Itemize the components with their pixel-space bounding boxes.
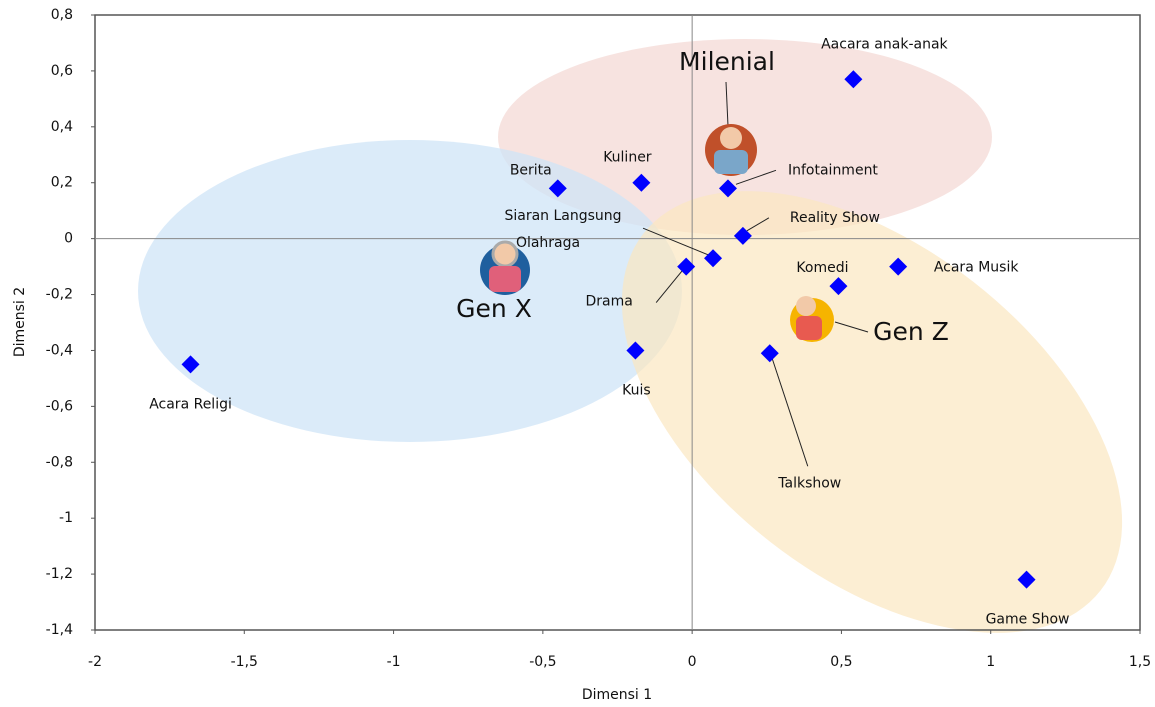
point-label: Talkshow [777, 475, 841, 491]
plot-frame [94, 14, 1141, 631]
leader [771, 357, 809, 467]
x-axis-title: Dimensi 1 [582, 687, 652, 703]
group-label: Milenial [679, 47, 775, 76]
point [626, 341, 645, 360]
point [718, 179, 737, 198]
point-label: Drama [585, 294, 632, 310]
point [760, 344, 779, 363]
point-label: Reality Show [790, 210, 880, 226]
y-tick-label: 0 [64, 231, 73, 247]
y-tick-label: 0,8 [51, 7, 73, 23]
y-tick-label: -1 [59, 510, 73, 526]
genz-area [621, 191, 1123, 633]
x-tick-label: 0 [688, 654, 697, 670]
point-label: Acara Musik [934, 260, 1020, 276]
point [632, 173, 651, 192]
group-label: Gen X [456, 294, 532, 323]
y-tick-label: 0,6 [51, 63, 73, 79]
genx-icon [480, 240, 530, 295]
y-tick-label: -0,6 [46, 398, 73, 414]
leader [735, 169, 777, 185]
y-tick-label: -1,2 [46, 566, 73, 582]
genx-area [138, 140, 682, 442]
y-tick-label: 0,2 [51, 175, 73, 191]
point-label: Game Show [986, 612, 1070, 628]
x-tick-label: -2 [88, 654, 102, 670]
point-label: Kuliner [603, 150, 652, 166]
x-tick-label: 1 [986, 654, 995, 670]
point-label: Siaran Langsung [504, 208, 621, 224]
point-label: Aacara anak-anak [821, 36, 948, 52]
leader [746, 217, 770, 232]
leader [834, 321, 869, 333]
point [829, 277, 848, 296]
x-tick-label: -1,5 [231, 654, 258, 670]
point-label: Kuis [622, 382, 651, 398]
x-tick-label: -1 [387, 654, 401, 670]
y-tick-label: -0,4 [46, 342, 73, 358]
x-tick-label: -0,5 [529, 654, 556, 670]
group-label: Gen Z [873, 317, 949, 346]
milenial-icon [705, 124, 757, 176]
y-tick-label: -0,2 [46, 287, 73, 303]
point-label: Berita [510, 162, 552, 178]
y-axis-title: Dimensi 2 [12, 287, 28, 357]
y-tick-label: -1,4 [46, 622, 73, 638]
point-label: Infotainment [788, 162, 878, 178]
point [733, 226, 752, 245]
y-tick-label: -0,8 [46, 454, 73, 470]
x-tick-label: 1,5 [1129, 654, 1151, 670]
point-label: Acara Religi [149, 396, 232, 412]
point [181, 355, 200, 374]
point [889, 257, 908, 276]
y-tick-label: 0,4 [51, 119, 73, 135]
point-label: Olahraga [516, 235, 580, 251]
marks: -1,4 -1,2 -1 -0,8 -0,6 -0,4 -0,2 0 0,2 0,4 0,6 0,8 -… [46, 7, 1151, 670]
x-tick-label: 0,5 [830, 654, 852, 670]
point-label: Komedi [796, 260, 848, 276]
leader [655, 269, 684, 303]
leader [725, 81, 729, 127]
leader [642, 227, 710, 256]
point [844, 70, 863, 89]
point [677, 257, 696, 276]
point [548, 179, 567, 198]
point [704, 249, 723, 268]
genz-icon [790, 296, 834, 342]
point [1017, 570, 1036, 589]
